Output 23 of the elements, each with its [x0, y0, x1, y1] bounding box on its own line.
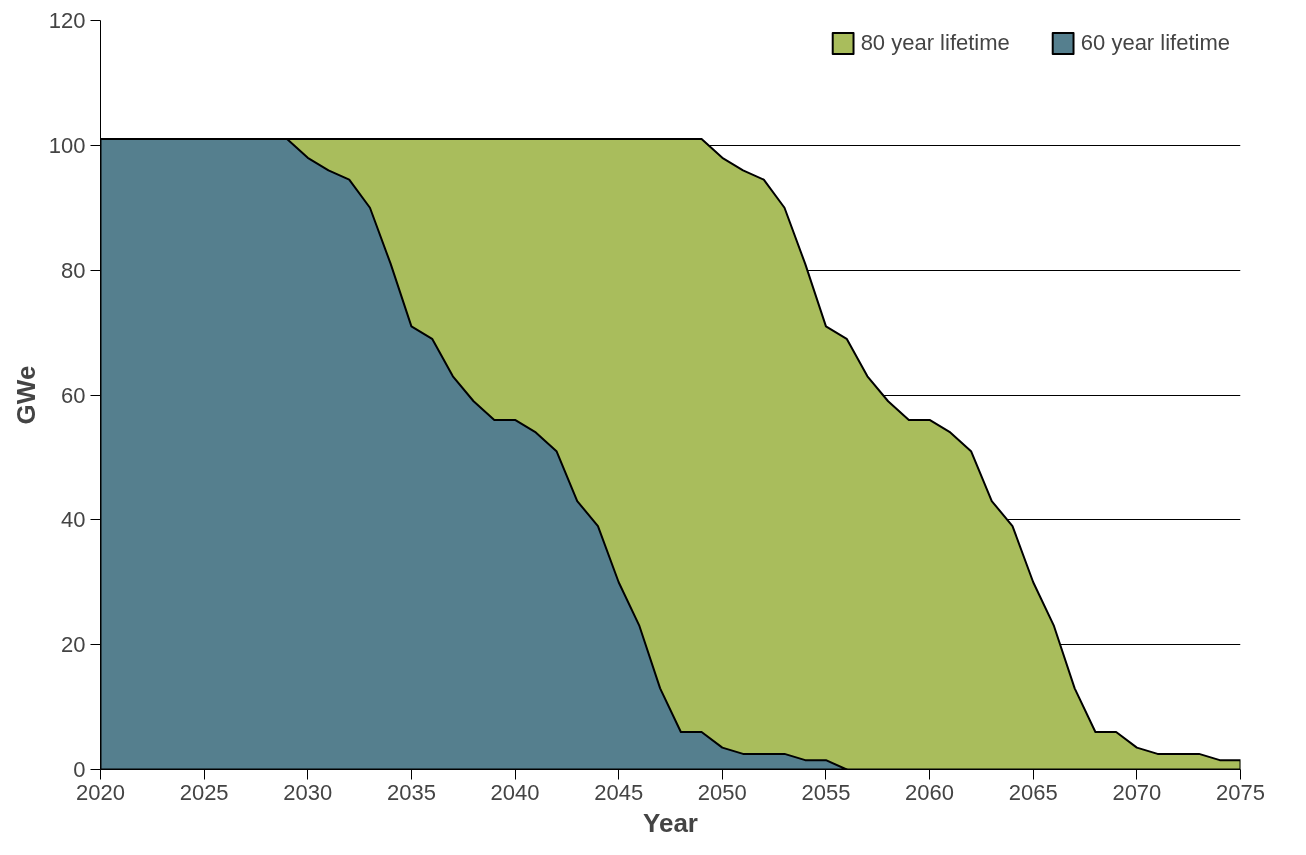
y-tick-label: 60 — [61, 382, 86, 408]
x-tick-label: 2045 — [594, 779, 644, 805]
x-tick-label: 2060 — [905, 779, 955, 805]
legend-label: 80 year lifetime — [860, 30, 1010, 56]
y-tick-label: 80 — [61, 257, 86, 283]
x-tick-label: 2065 — [1008, 779, 1058, 805]
y-tick-label: 20 — [61, 632, 86, 658]
x-tick-label: 2075 — [1216, 779, 1265, 805]
x-tick-label: 2030 — [283, 779, 333, 805]
x-tick-label: 2055 — [801, 779, 851, 805]
y-tick-label: 100 — [48, 132, 86, 158]
x-tick-label: 2070 — [1112, 779, 1162, 805]
y-axis-title: GWe — [10, 365, 41, 425]
y-tick-label: 40 — [61, 507, 86, 533]
x-tick-label: 2020 — [76, 779, 125, 805]
y-tick-label: 0 — [73, 757, 86, 782]
x-axis-title: Year — [643, 807, 698, 838]
legend-label: 60 year lifetime — [1080, 30, 1230, 56]
x-tick-label: 2025 — [179, 779, 229, 805]
x-tick-label: 2035 — [386, 779, 436, 805]
x-tick-label: 2040 — [490, 779, 540, 805]
x-tick-label: 2050 — [697, 779, 747, 805]
y-tick-label: 120 — [48, 8, 86, 33]
